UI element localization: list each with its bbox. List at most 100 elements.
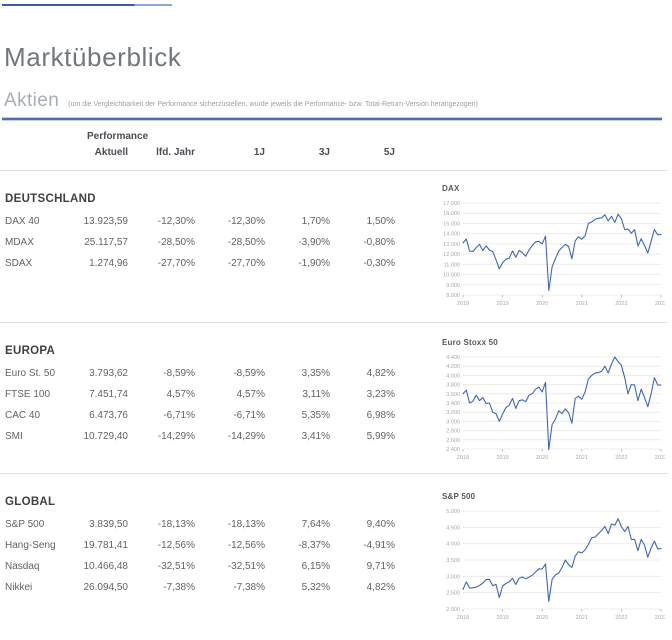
svg-text:2021: 2021 [576, 455, 588, 461]
value-cell: -3,90% [298, 237, 330, 248]
svg-text:12.000: 12.000 [443, 252, 460, 258]
value-cell: 1,70% [301, 216, 330, 227]
svg-text:2023: 2023 [655, 301, 665, 307]
svg-text:10.000: 10.000 [443, 273, 460, 279]
chart-dax: DAX 17.000 16.000 15.000 14.000 13.000 12.000… [437, 184, 665, 309]
value-cell: 1,50% [366, 216, 395, 227]
value-cell: -32,51% [227, 561, 265, 572]
accent-rule [2, 118, 662, 120]
svg-text:2023: 2023 [655, 615, 665, 621]
value-cell: 7,64% [301, 519, 330, 530]
value-cell: 10.729,40 [83, 431, 129, 442]
section-divider [0, 170, 668, 171]
value-cell: -0,80% [363, 237, 395, 248]
section-heading: GLOBAL [5, 496, 56, 508]
index-table-deutschland: DAX 40 13.923,59 -12,30% -12,30% 1,70% 1,50% M… [5, 211, 405, 274]
value-cell: -18,13% [157, 519, 195, 530]
svg-text:3.000: 3.000 [446, 419, 460, 425]
svg-text:2023: 2023 [655, 455, 665, 461]
svg-text:3.400: 3.400 [446, 401, 460, 407]
value-cell: 6.473,76 [89, 410, 128, 421]
index-name: CAC 40 [5, 410, 41, 421]
table-row: Nasdaq 10.466,48 -32,51% -32,51% 6,15% 9,71% [5, 556, 405, 577]
value-cell: -8,37% [298, 540, 330, 551]
index-name: DAX 40 [5, 216, 40, 227]
chart-euro-stoxx-50: Euro Stoxx 50 4.400 4.200 4.000 3.800 3.600 3… [437, 338, 665, 463]
svg-text:16.000: 16.000 [443, 211, 460, 217]
value-cell: -27,70% [227, 258, 265, 269]
table-row: CAC 40 6.473,76 -6,71% -6,71% 5,35% 6,98% [5, 405, 405, 426]
section-divider [0, 473, 668, 474]
value-cell: -8,59% [233, 368, 265, 379]
value-cell: -0,30% [363, 258, 395, 269]
svg-text:3.000: 3.000 [446, 574, 460, 580]
page-title: Marktüberblick [4, 42, 182, 72]
section-divider [0, 322, 668, 323]
svg-text:3.200: 3.200 [446, 410, 460, 416]
chart-title: S&P 500 [442, 492, 476, 501]
index-name: Euro St. 50 [5, 368, 56, 379]
value-cell: -7,38% [233, 582, 265, 593]
value-cell: -6,71% [233, 410, 265, 421]
table-row: Nikkei 26.094,50 -7,38% -7,38% 5,32% 4,82% [5, 577, 405, 598]
svg-text:4.000: 4.000 [446, 542, 460, 548]
svg-text:9.000: 9.000 [446, 283, 460, 289]
top-accent-line [2, 4, 172, 6]
performance-group-label: Performance [87, 131, 149, 142]
svg-text:2021: 2021 [576, 615, 588, 621]
value-cell: 4,82% [366, 582, 395, 593]
svg-text:15.000: 15.000 [443, 221, 460, 227]
column-header-empty [5, 147, 81, 158]
index-name: S&P 500 [5, 519, 45, 530]
svg-text:2020: 2020 [536, 455, 548, 461]
svg-text:2.600: 2.600 [446, 438, 460, 444]
svg-text:2019: 2019 [496, 301, 508, 307]
value-cell: 4,57% [166, 389, 195, 400]
index-name: MDAX [5, 237, 34, 248]
section-deutschland: DEUTSCHLAND DAX 40 13.923,59 -12,30% -12,30… [5, 170, 405, 274]
value-cell: 3,35% [301, 368, 330, 379]
index-table-global: S&P 500 3.839,50 -18,13% -18,13% 7,64% 9,40% H… [5, 514, 405, 598]
table-row: FTSE 100 7.451,74 4,57% 4,57% 3,11% 3,23% [5, 384, 405, 405]
value-cell: -14,29% [157, 431, 195, 442]
value-cell: -14,29% [227, 431, 265, 442]
svg-text:2018: 2018 [457, 455, 469, 461]
column-header-5j: 5J [383, 147, 395, 158]
value-cell: 3,11% [302, 389, 330, 400]
svg-text:2018: 2018 [457, 301, 469, 307]
value-cell: 4,57% [236, 389, 265, 400]
sp500-line-chart: 5.000 4.500 4.000 3.500 3.000 2.500 2.000 2018 2… [446, 509, 665, 621]
value-cell: 3,41% [301, 431, 330, 442]
svg-text:2022: 2022 [615, 301, 627, 307]
svg-text:2020: 2020 [536, 615, 548, 621]
svg-text:4.200: 4.200 [446, 364, 460, 370]
value-cell: -18,13% [227, 519, 265, 530]
svg-text:3.600: 3.600 [446, 392, 460, 398]
section-global: GLOBAL S&P 500 3.839,50 -18,13% -18,13% 7,64… [5, 473, 405, 598]
column-header-row: Aktuell lfd. Jahr 1J 3J 5J [5, 147, 395, 158]
value-cell: 10.466,48 [83, 561, 129, 572]
column-header-lfd-jahr: lfd. Jahr [156, 147, 195, 158]
table-row: SDAX 1.274,96 -27,70% -27,70% -1,90% -0,30% [5, 253, 405, 274]
svg-text:2.000: 2.000 [446, 607, 460, 613]
index-name: SDAX [5, 258, 33, 269]
value-cell: 5,99% [366, 431, 395, 442]
value-cell: 13.923,59 [83, 216, 129, 227]
value-cell: 26.094,50 [83, 582, 129, 593]
value-cell: 6,15% [301, 561, 330, 572]
section-europa: EUROPA Euro St. 50 3.793,62 -8,59% -8,59% 3,… [5, 322, 405, 447]
value-cell: -7,38% [163, 582, 195, 593]
value-cell: -27,70% [157, 258, 195, 269]
value-cell: -12,30% [157, 216, 195, 227]
value-cell: 19.781,41 [83, 540, 129, 551]
svg-text:2020: 2020 [536, 301, 548, 307]
svg-text:11.000: 11.000 [444, 262, 460, 268]
table-row: Euro St. 50 3.793,62 -8,59% -8,59% 3,35% 4,82… [5, 363, 405, 384]
value-cell: 1.274,96 [89, 258, 128, 269]
table-header: Performance Aktuell lfd. Jahr 1J 3J 5J [5, 131, 395, 158]
value-cell: 9,71% [366, 561, 395, 572]
value-cell: -8,59% [163, 368, 195, 379]
column-header-aktuell: Aktuell [94, 147, 128, 158]
chart-sp500: S&P 500 5.000 4.500 4.000 3.500 3.000 2.500 2.… [437, 492, 665, 623]
